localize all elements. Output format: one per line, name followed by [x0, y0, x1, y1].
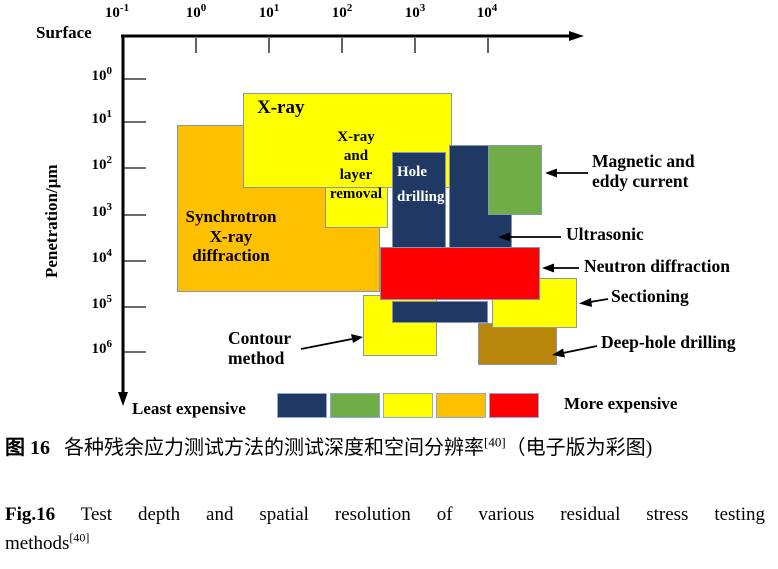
y-axis-title: Penetration/μm [42, 164, 61, 279]
caption-en-line2: methods[40] [5, 530, 90, 554]
xray-box: X-ray [243, 93, 452, 188]
y-tick-label-6: 106 [91, 338, 113, 358]
x-tick-label-3: 102 [331, 2, 353, 22]
ultrasonic-label: Ultrasonic [566, 224, 644, 244]
legend-more-label: More expensive [564, 394, 678, 413]
y-axis [118, 34, 146, 406]
legend-swatch-yellow [383, 393, 433, 418]
x-tick-label-1: 100 [185, 2, 207, 22]
deep-hole-drilling-box [478, 323, 557, 365]
caption-zh-fig-number: 图 16 [5, 437, 50, 459]
xray-layer-removal-label: X-ray and layer removal [329, 129, 383, 202]
caption-en: Fig.16 Test depth and spatial resolution… [5, 500, 765, 558]
contour-method-arrow [300, 334, 363, 350]
caption-zh-suffix: （电子版为彩图) [505, 437, 653, 459]
x-tick-label-5: 104 [476, 2, 498, 22]
magnetic-eddy-box [488, 145, 542, 215]
hole-drilling-label: Hole drilling [397, 164, 445, 205]
magnetic-eddy-label: Magnetic and eddy current [592, 151, 695, 191]
sectioning-arrow [579, 298, 609, 307]
x-axis [121, 31, 584, 53]
xray-layer-removal-box [325, 188, 388, 228]
y-tick-label-2: 102 [91, 154, 113, 174]
hole-drilling-deep-band-box [392, 301, 488, 323]
legend-swatch-navy [277, 393, 327, 418]
deep-hole-drilling-label: Deep-hole drilling [601, 332, 736, 352]
y-tick-label-0: 100 [91, 65, 113, 85]
legend-swatch-orange [436, 393, 486, 418]
caption-en-line1: Fig.16 Test depth and spatial resolution… [5, 500, 765, 529]
neutron-diffraction-box [380, 247, 540, 300]
y-tick-label-3: 103 [91, 201, 113, 221]
magnetic-eddy-arrow [545, 168, 588, 178]
caption-en-text: Test depth and spatial resolution of var… [80, 504, 765, 525]
deep-hole-drilling-arrow [552, 345, 598, 358]
caption-zh: 图 16 各种残余应力测试方法的测试深度和空间分辨率[40]（电子版为彩图) [5, 433, 767, 463]
synchrotron-label: Synchrotron X-ray diffraction [185, 207, 277, 265]
caption-zh-ref: [40] [484, 434, 506, 450]
y-tick-label-5: 105 [91, 293, 113, 313]
legend-least-label: Least expensive [132, 399, 246, 418]
surface-label: Surface [36, 23, 92, 42]
caption-en-fig-number: Fig.16 [5, 504, 56, 525]
neutron-diffraction-arrow [542, 263, 579, 273]
x-tick-label-4: 103 [404, 2, 426, 22]
contour-method-label: Contour method [228, 328, 292, 368]
y-tick-label-1: 101 [91, 108, 113, 128]
caption-zh-text: 各种残余应力测试方法的测试深度和空间分辨率 [64, 437, 484, 459]
x-tick-label-2: 101 [258, 2, 280, 22]
neutron-diffraction-label: Neutron diffraction [584, 256, 730, 276]
xray-box-label: X-ray [257, 97, 305, 118]
x-tick-label-0: 10-1 [104, 2, 130, 22]
sectioning-label: Sectioning [611, 286, 689, 306]
legend-swatch-red [489, 393, 539, 418]
y-tick-label-4: 104 [91, 247, 113, 267]
legend-swatch-green [330, 393, 380, 418]
caption-en-ref: [40] [69, 530, 90, 545]
